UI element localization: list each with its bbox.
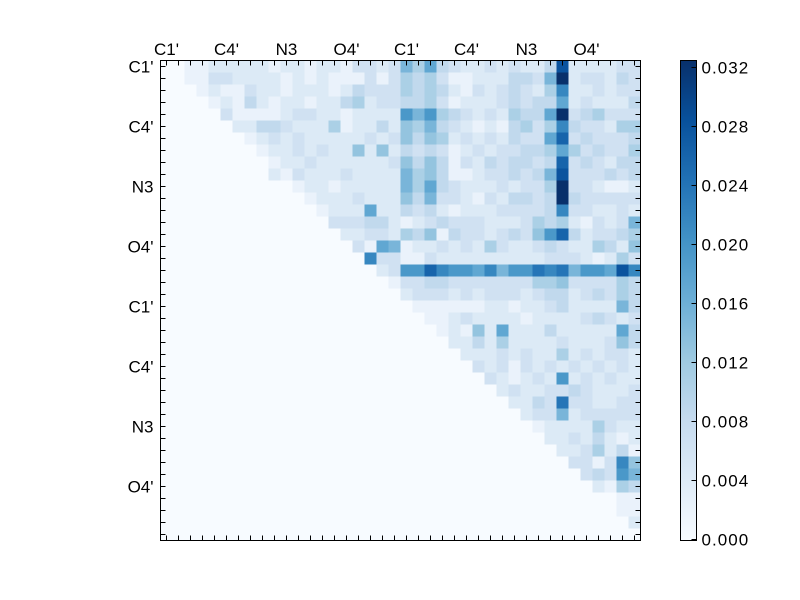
svg-text:O4': O4' bbox=[334, 40, 360, 59]
svg-text:0.024: 0.024 bbox=[702, 177, 750, 196]
svg-text:C4': C4' bbox=[129, 358, 154, 377]
svg-text:C4': C4' bbox=[454, 40, 479, 59]
svg-text:O4': O4' bbox=[128, 478, 154, 497]
svg-text:0.032: 0.032 bbox=[702, 59, 750, 78]
svg-text:C4': C4' bbox=[214, 40, 239, 59]
svg-text:C1': C1' bbox=[129, 58, 154, 77]
svg-text:O4': O4' bbox=[128, 238, 154, 257]
svg-text:C1': C1' bbox=[129, 298, 154, 317]
svg-text:N3: N3 bbox=[276, 40, 298, 59]
svg-text:0.008: 0.008 bbox=[702, 413, 750, 432]
svg-text:C1': C1' bbox=[154, 40, 179, 59]
svg-text:0.028: 0.028 bbox=[702, 118, 750, 137]
svg-text:0.020: 0.020 bbox=[702, 236, 750, 255]
svg-text:0.000: 0.000 bbox=[702, 531, 750, 550]
svg-text:O4': O4' bbox=[574, 40, 600, 59]
svg-text:N3: N3 bbox=[516, 40, 538, 59]
svg-text:C4': C4' bbox=[129, 118, 154, 137]
svg-text:N3: N3 bbox=[132, 418, 154, 437]
svg-text:N3: N3 bbox=[132, 178, 154, 197]
svg-text:C1': C1' bbox=[394, 40, 419, 59]
svg-text:0.012: 0.012 bbox=[702, 354, 750, 373]
svg-text:0.016: 0.016 bbox=[702, 295, 750, 314]
svg-text:0.004: 0.004 bbox=[702, 472, 750, 491]
